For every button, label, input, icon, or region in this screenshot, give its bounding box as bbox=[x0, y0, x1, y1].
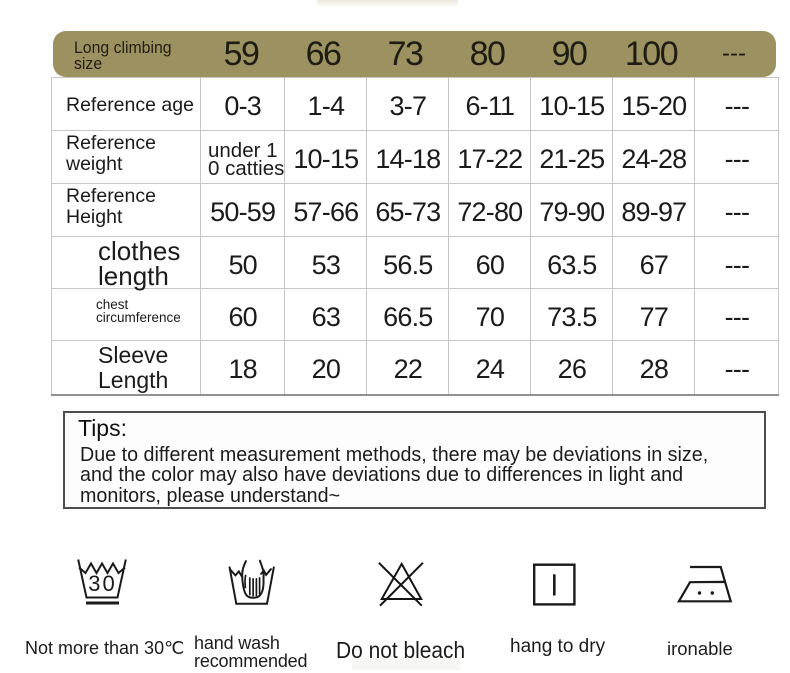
svg-text:30: 30 bbox=[88, 571, 116, 596]
